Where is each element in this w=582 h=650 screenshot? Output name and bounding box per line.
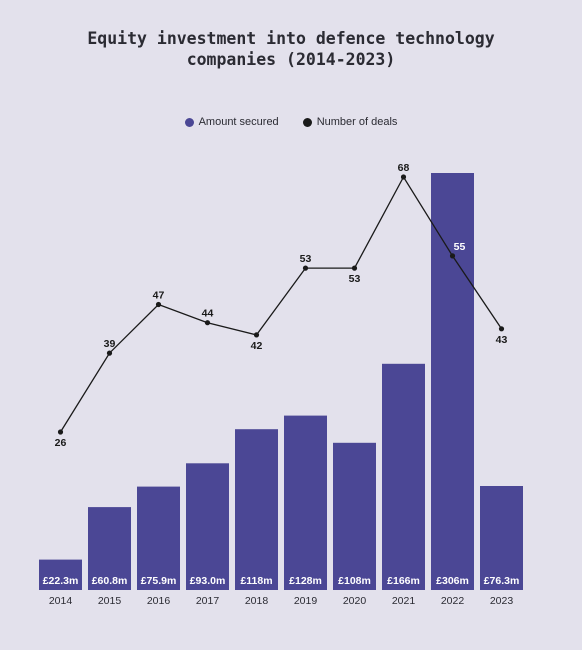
deals-point-2014 [57,429,64,435]
deals-point-2015 [106,350,113,356]
bar-2023 [480,486,523,590]
bar-2014 [39,559,82,590]
deals-point-2018 [253,332,260,338]
x-tick-2020: 2020 [343,595,367,607]
deals-label-2021: 68 [398,162,410,174]
x-tick-2019: 2019 [294,595,318,607]
x-tick-2015: 2015 [98,595,122,607]
bar-2020 [333,442,376,590]
x-tick-2014: 2014 [49,595,73,607]
deals-label-2014: 26 [55,437,67,449]
bar-2021 [382,363,425,590]
bar-2018 [235,429,278,590]
bar-label-2014: £22.3m [43,575,79,587]
legend: Amount secured Number of deals [0,116,582,128]
bar-label-2023: £76.3m [484,575,520,587]
bar-label-2016: £75.9m [141,575,177,587]
bar-2022 [431,173,474,590]
deals-point-2019 [302,265,309,271]
legend-swatch-deals [302,117,312,127]
deals-label-2016: 47 [153,290,165,302]
deals-point-2023 [498,326,505,332]
x-tick-2016: 2016 [147,595,171,607]
bar-label-2022: £306m [436,575,469,587]
deals-label-2022: 55 [454,241,466,253]
legend-label-amount: Amount secured [198,116,279,128]
legend-item-deals: Number of deals [302,116,398,128]
deals-point-2020 [351,265,358,271]
x-tick-2017: 2017 [196,595,220,607]
bar-2017 [186,463,229,590]
bar-label-2015: £60.8m [92,575,128,587]
deals-point-2017 [204,320,211,326]
legend-label-deals: Number of deals [316,116,398,128]
x-tick-2021: 2021 [392,595,416,607]
chart-title: Equity investment into defence technolog… [87,29,495,69]
deals-label-2019: 53 [300,253,312,265]
legend-swatch-amount [184,117,194,127]
deals-label-2018: 42 [251,340,263,352]
deals-point-2021 [400,174,407,180]
bar-label-2017: £93.0m [190,575,226,587]
deals-label-2015: 39 [104,338,116,350]
bar-2015 [88,507,131,590]
bar-2019 [284,415,327,590]
deals-label-2017: 44 [202,308,214,320]
x-tick-2018: 2018 [245,595,269,607]
deals-label-2023: 43 [496,334,508,346]
bar-2016 [137,486,180,590]
deals-point-2022 [449,253,456,259]
deals-line [59,175,503,433]
bar-label-2020: £108m [338,575,371,587]
bar-label-2019: £128m [289,575,322,587]
deals-label-2020: 53 [349,273,361,285]
bar-label-2018: £118m [240,575,272,587]
x-tick-2023: 2023 [490,595,514,607]
bar-label-2021: £166m [387,575,420,587]
deals-point-2016 [155,301,162,308]
legend-item-amount: Amount secured [184,116,279,128]
x-tick-2022: 2022 [441,595,465,607]
